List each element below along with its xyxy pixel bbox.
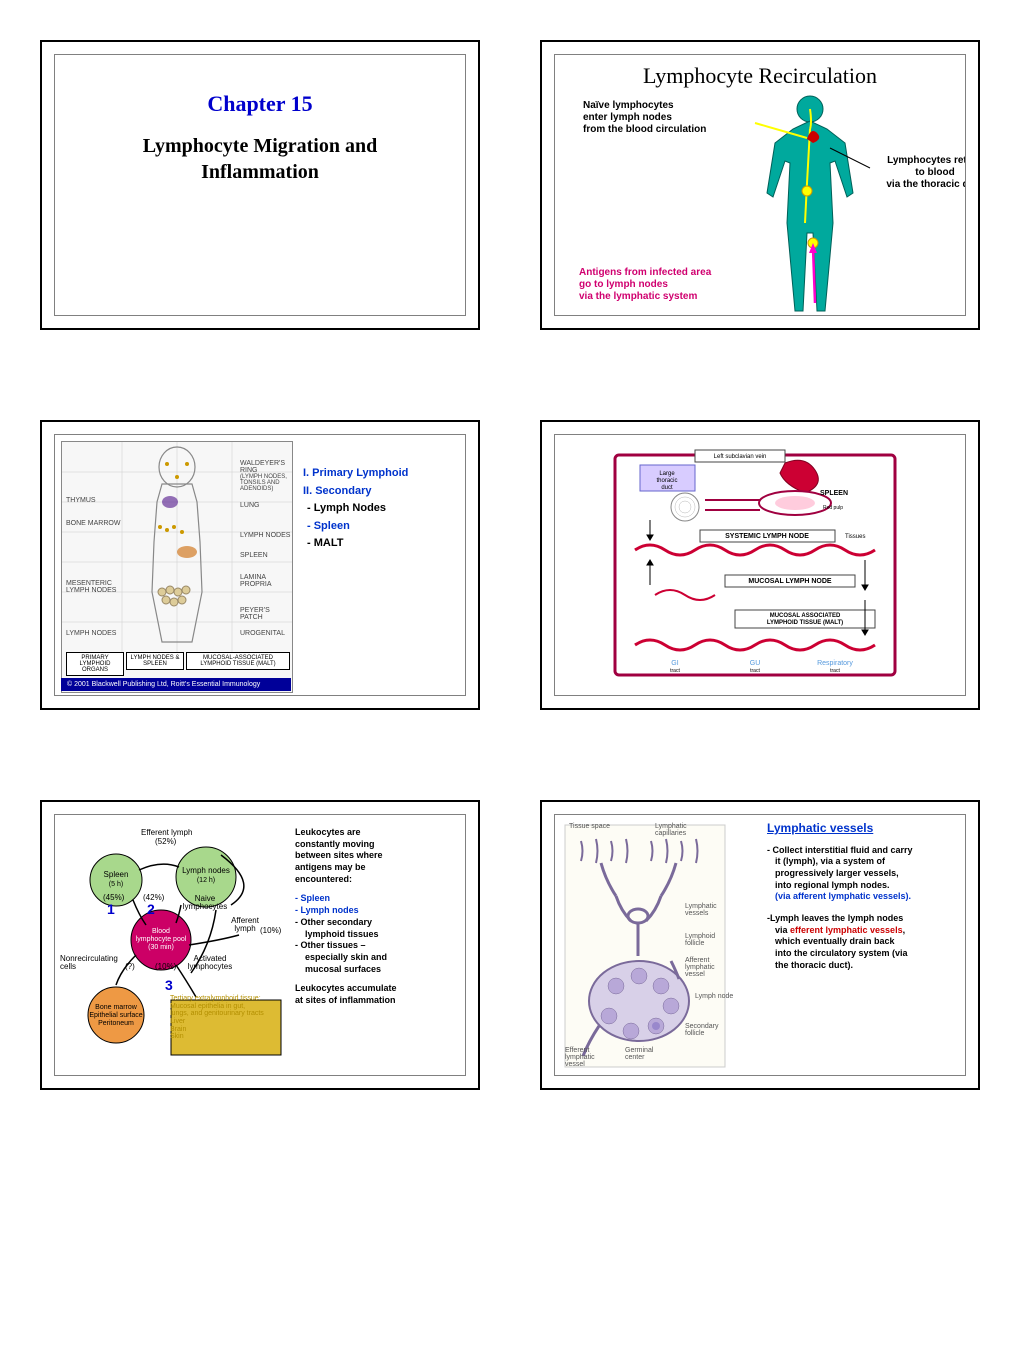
svg-text:LYMPHOID TISSUE (MALT): LYMPHOID TISSUE (MALT) — [767, 620, 843, 626]
lbl-ln2: LYMPH NODES — [66, 630, 116, 637]
lbl-ln: LYMPH NODES — [240, 532, 290, 539]
label-naive: Naïve lymphocytes enter lymph nodes from… — [583, 100, 733, 136]
slide2-title: Lymphocyte Recirculation — [563, 63, 957, 89]
slide-4: Large thoracic duct Left subclavian vein… — [540, 420, 980, 710]
svg-text:lymphocyte pool: lymphocyte pool — [136, 936, 187, 943]
svg-text:Lymph nodes: Lymph nodes — [182, 866, 230, 875]
lbl-efferent-pct: (52%) — [155, 838, 176, 846]
lbl-nonrecirc: Nonrecirculatingcells — [60, 955, 120, 971]
lbl-afferent2: Afferent lymphatic vessel — [685, 957, 730, 978]
lbl-efferent: Efferent lymph — [141, 829, 192, 837]
svg-text:tract: tract — [750, 668, 760, 674]
svg-text:thoracic: thoracic — [656, 478, 677, 484]
lbl-waldeyers: WALDEYER'S RING — [240, 460, 290, 474]
badge-1: 1 — [107, 901, 115, 917]
svg-text:SPLEEN: SPLEEN — [820, 490, 848, 497]
slide3-text: I. Primary Lymphoid II. Secondary - Lymp… — [303, 465, 408, 553]
svg-text:MUCOSAL LYMPH NODE: MUCOSAL LYMPH NODE — [748, 578, 832, 585]
lbl-10: (10%) — [260, 927, 281, 935]
slide-5: Spleen (5 h) Lymph nodes (12 h) Blood ly… — [40, 800, 480, 1090]
lbl-cap: Lymphatic capillaries — [655, 823, 705, 837]
svg-text:Peritoneum: Peritoneum — [98, 1020, 134, 1027]
chapter-title: Chapter 15 — [63, 91, 457, 117]
anatomy-diagram: THYMUS BONE MARROW MESENTERIC LYMPH NODE… — [61, 441, 293, 693]
svg-text:(12 h): (12 h) — [197, 877, 215, 884]
svg-text:Tissues: Tissues — [845, 534, 865, 540]
svg-text:Blood: Blood — [152, 928, 170, 935]
lbl-bonemarrow: BONE MARROW — [66, 520, 120, 527]
key1: PRIMARY LYMPHOID ORGANS — [66, 652, 124, 676]
lbl-efferent2: Efferent lymphatic vessel — [565, 1047, 610, 1068]
lbl-germinal: Germinal center — [625, 1047, 670, 1061]
circulation-system-diagram: Large thoracic duct Left subclavian vein… — [605, 445, 905, 685]
svg-text:tract: tract — [670, 668, 680, 674]
lbl-urogenital: UROGENITAL — [240, 630, 285, 637]
svg-text:Epithelial surface: Epithelial surface — [89, 1012, 142, 1019]
lbl-naive: Naive lymphocytes — [180, 895, 230, 911]
slide-2: Lymphocyte Recirculation Naïve lymphocyt… — [540, 40, 980, 330]
copyright-bar: © 2001 Blackwell Publishing Ltd, Roitt's… — [61, 678, 291, 691]
slide-1: Chapter 15 Lymphocyte Migration and Infl… — [40, 40, 480, 330]
human-body-icon — [745, 93, 875, 316]
label-return: Lymphocytes return to blood via the thor… — [875, 155, 966, 191]
lbl-q: (?) — [125, 963, 135, 971]
lbl-tissue: Tissue space — [569, 823, 610, 830]
lbl-lamina: LAMINA PROPRIA — [240, 574, 292, 588]
svg-text:Red pulp: Red pulp — [823, 505, 843, 511]
lbl-mesenteric: MESENTERIC LYMPH NODES — [66, 580, 121, 594]
tertiary-tissue-text: Tertiary extralymphoid tissue: Mucosal e… — [170, 995, 280, 1041]
svg-text:Bone marrow: Bone marrow — [95, 1004, 138, 1011]
svg-text:Left subclavian vein: Left subclavian vein — [714, 454, 767, 460]
lbl-thymus: THYMUS — [66, 497, 96, 504]
lbl-activated: Activatedlymphocytes — [185, 955, 235, 971]
lbl-node: Lymph node — [695, 993, 735, 1000]
badge-2: 2 — [147, 901, 155, 917]
lbl-lung: LUNG — [240, 502, 259, 509]
slide6-text: Lymphatic vessels - Collect interstitial… — [767, 821, 947, 971]
svg-text:duct: duct — [661, 485, 673, 491]
key2: LYMPH NODES & SPLEEN — [126, 652, 184, 670]
svg-text:(5 h): (5 h) — [109, 881, 123, 888]
lbl-vessels: Lymphatic vessels — [685, 903, 730, 917]
svg-text:GU: GU — [750, 660, 761, 667]
lbl-follicle: Lymphoid follicle — [685, 933, 730, 947]
key3: MUCOSAL-ASSOCIATED LYMPHOID TISSUE (MALT… — [186, 652, 290, 670]
slide5-text: Leukocytes are constantly moving between… — [295, 827, 445, 1007]
lbl-afferent: Afferent lymph — [225, 917, 265, 933]
svg-text:(30 min): (30 min) — [148, 944, 174, 951]
svg-text:Large: Large — [659, 471, 675, 477]
chapter-subtitle: Lymphocyte Migration and Inflammation — [63, 133, 457, 185]
lbl-secondary: Secondary follicle — [685, 1023, 735, 1037]
svg-text:Spleen: Spleen — [104, 870, 129, 879]
slide-3: THYMUS BONE MARROW MESENTERIC LYMPH NODE… — [40, 420, 480, 710]
lbl-spleen: SPLEEN — [240, 552, 268, 559]
label-antigens: Antigens from infected area go to lymph … — [579, 267, 749, 303]
lbl-peyers: PEYER'S PATCH — [240, 607, 292, 621]
lbl-lntop: (LYMPH NODES, TONSILS AND ADENOIDS) — [240, 474, 290, 492]
lbl-10b: (10%) — [155, 963, 176, 971]
svg-text:GI: GI — [671, 660, 678, 667]
svg-text:SYSTEMIC LYMPH NODE: SYSTEMIC LYMPH NODE — [725, 533, 809, 540]
svg-text:tract: tract — [830, 668, 840, 674]
badge-3: 3 — [165, 977, 173, 993]
slide-6: Tissue space Lymphatic capillaries Lymph… — [540, 800, 980, 1090]
svg-text:MUCOSAL ASSOCIATED: MUCOSAL ASSOCIATED — [770, 613, 841, 619]
svg-text:Respiratory: Respiratory — [817, 660, 853, 667]
